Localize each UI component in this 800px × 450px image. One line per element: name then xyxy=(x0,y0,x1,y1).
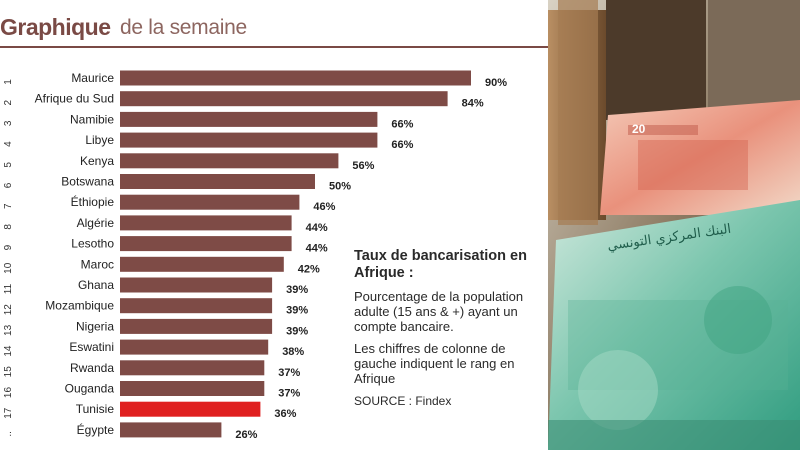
bar-chart: 1 Maurice 90% 2 Afrique du Sud 84% 3 Namibie 66%… xyxy=(3,70,507,441)
rank-label: 3 xyxy=(3,120,14,126)
bar xyxy=(120,70,471,86)
bar xyxy=(120,194,300,210)
note-source: SOURCE : Findex xyxy=(354,394,452,408)
bar xyxy=(120,111,378,127)
bar xyxy=(120,236,292,252)
value-label: 66% xyxy=(391,118,413,130)
bar xyxy=(120,174,315,189)
value-label: 56% xyxy=(352,160,374,172)
category-label: Eswatini xyxy=(69,340,114,354)
rank-label: 14 xyxy=(3,345,14,357)
note-title: Taux de bancarisation en Afrique : xyxy=(354,248,527,281)
category-label: Lesotho xyxy=(71,237,114,251)
rank-label: 16 xyxy=(3,387,14,399)
value-label: 26% xyxy=(235,429,257,441)
category-label: Afrique du Sud xyxy=(35,92,114,106)
rank-label: .. xyxy=(3,431,14,437)
category-label: Algérie xyxy=(77,216,115,230)
value-label: 44% xyxy=(306,243,328,255)
note-rank-explanation: Les chiffres de colonne de gauche indiqu… xyxy=(354,341,515,386)
rank-label: 2 xyxy=(3,99,14,105)
bar xyxy=(120,381,265,396)
category-label: Namibie xyxy=(70,112,114,126)
rank-label: 11 xyxy=(3,283,14,294)
bar xyxy=(120,132,378,148)
category-label: Botswana xyxy=(61,175,114,189)
value-label: 66% xyxy=(391,139,413,151)
category-label: Kenya xyxy=(80,154,114,168)
value-label: 84% xyxy=(462,98,484,110)
rank-label: 12 xyxy=(3,304,14,316)
bar-highlight xyxy=(120,401,261,417)
rank-label: 1 xyxy=(3,79,14,85)
rank-label: 4 xyxy=(3,141,14,147)
value-label: 36% xyxy=(274,408,296,420)
value-label: 46% xyxy=(313,201,335,213)
value-label: 42% xyxy=(298,263,320,275)
value-label: 37% xyxy=(278,388,300,400)
category-label: Ghana xyxy=(78,278,114,292)
rank-label: 6 xyxy=(3,182,14,188)
rank-label: 10 xyxy=(3,262,14,274)
header-rule xyxy=(0,46,548,48)
bar xyxy=(120,91,448,107)
category-label: Ouganda xyxy=(65,382,115,396)
category-label: Libye xyxy=(85,133,114,147)
value-label: 39% xyxy=(286,305,308,317)
banknotes-photo: 20 البنك المركزي التونسي xyxy=(548,0,800,450)
category-label: Éthiopie xyxy=(71,194,115,209)
value-label: 39% xyxy=(286,325,308,337)
value-label: 38% xyxy=(282,346,304,358)
bar xyxy=(120,256,284,272)
rank-label: 8 xyxy=(3,224,14,230)
bar xyxy=(120,153,339,169)
rank-label: 7 xyxy=(3,203,14,209)
bar xyxy=(120,422,222,438)
category-label: Tunisie xyxy=(76,402,115,416)
value-label: 44% xyxy=(306,222,328,234)
note-description: Pourcentage de la population adulte (15 … xyxy=(354,289,524,334)
bar xyxy=(120,339,269,355)
rank-label: 15 xyxy=(3,366,14,378)
title-bold: Graphique xyxy=(0,14,111,40)
banknotes-illustration: 20 البنك المركزي التونسي xyxy=(548,0,800,450)
category-label: Rwanda xyxy=(70,361,114,375)
value-label: 90% xyxy=(485,77,507,89)
category-label: Maroc xyxy=(81,257,114,271)
bar xyxy=(120,318,273,334)
chart-note: Taux de bancarisation en Afrique : Pourc… xyxy=(354,248,534,408)
chart-panel: Graphique de la semaine 1 Maurice 90% 2 Afri… xyxy=(0,0,548,441)
rank-label: 5 xyxy=(3,162,14,168)
chart-header: Graphique de la semaine xyxy=(0,0,548,48)
category-label: Mozambique xyxy=(45,299,114,313)
value-label: 39% xyxy=(286,284,308,296)
rank-label: 13 xyxy=(3,324,14,336)
rank-label: 17 xyxy=(3,407,14,419)
category-label: Maurice xyxy=(71,71,114,85)
title-light: de la semaine xyxy=(120,16,247,39)
category-label: Nigeria xyxy=(76,319,114,333)
value-label: 50% xyxy=(329,181,351,193)
rank-label: 9 xyxy=(3,244,14,250)
value-label: 37% xyxy=(278,367,300,379)
bar xyxy=(120,298,273,314)
banknote-20-label: 20 xyxy=(632,122,646,136)
bar xyxy=(120,360,265,376)
bar xyxy=(120,277,273,293)
bar xyxy=(120,215,292,231)
category-label: Égypte xyxy=(77,422,115,437)
